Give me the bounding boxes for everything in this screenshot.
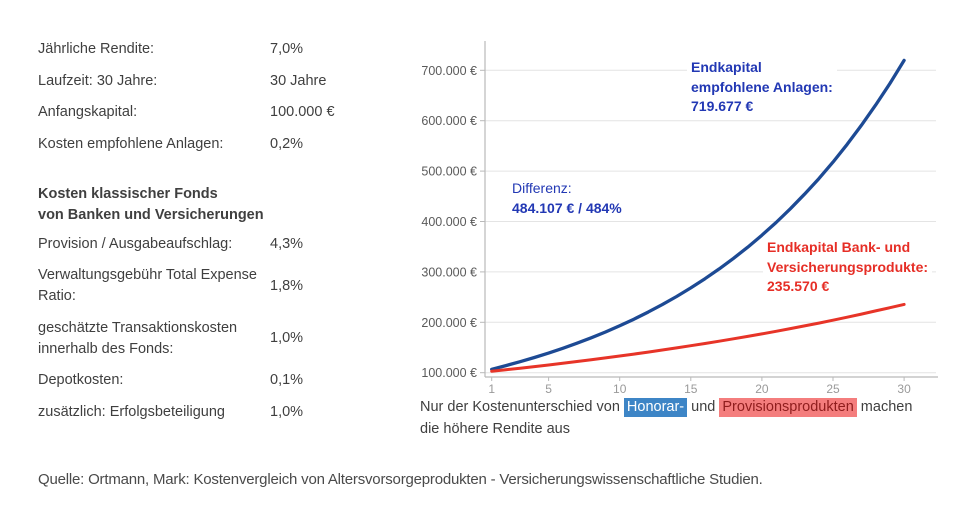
annotation-value: 719.677 € (691, 98, 754, 114)
svg-text:200.000 €: 200.000 € (421, 316, 477, 330)
annotation-value: 235.570 € (767, 278, 830, 294)
provision-highlight: Provisionsprodukten (719, 398, 857, 417)
compound-interest-line-chart: 100.000 € 200.000 € 300.000 € 400.000 € 500.… (421, 41, 938, 396)
param-value: 100.000 € (270, 104, 335, 120)
cost-section-title: Kosten klassischer Fonds von Banken und … (38, 184, 390, 226)
cost-section-title-line1: Kosten klassischer Fonds (38, 185, 218, 202)
parameters-panel: Jährliche Rendite: 7,0% Laufzeit: 30 Jah… (38, 39, 390, 433)
param-row: Kosten empfohlene Anlagen: 0,2% (38, 134, 390, 155)
param-value: 30 Jahre (270, 72, 327, 89)
svg-text:30: 30 (897, 382, 911, 396)
caption-prefix: Nur der Kostenunterschied von (420, 399, 624, 415)
cost-label: Provision / Ausgabeaufschlag: (38, 235, 233, 252)
svg-text:25: 25 (826, 382, 840, 396)
cost-row: Provision / Ausgabeaufschlag: 4,3% (38, 234, 390, 255)
cost-value: 0,1% (270, 372, 304, 388)
honorar-highlight: Honorar- (623, 398, 688, 417)
svg-text:100.000 €: 100.000 € (421, 366, 477, 380)
source-line: Quelle: Ortmann, Mark: Kostenvergleich v… (38, 471, 763, 488)
cost-row: geschätzte Transaktionskosten innerhalb … (38, 318, 390, 360)
cost-value: 1,0% (270, 403, 304, 420)
chart-caption: Nur der Kostenunterschied von Honorar- u… (420, 396, 955, 440)
cost-label: Verwaltungsgebühr Total Expense Ratio: (38, 267, 257, 304)
svg-text:500.000 €: 500.000 € (421, 165, 477, 179)
cost-label: Depotkosten: (38, 372, 124, 388)
annotation-line: Endkapital Bank- und (767, 239, 911, 255)
cost-row: Verwaltungsgebühr Total Expense Ratio: 1… (38, 265, 390, 307)
param-label: Anfangskapital: (38, 104, 138, 120)
axes (480, 41, 938, 381)
svg-text:300.000 €: 300.000 € (421, 265, 477, 279)
svg-text:15: 15 (684, 382, 698, 396)
caption-line2: die höhere Rendite aus (420, 421, 570, 437)
svg-text:700.000 €: 700.000 € (421, 64, 477, 78)
cost-section-title-line2: von Banken und Versicherungen (38, 206, 264, 223)
cost-value: 1,0% (270, 330, 304, 346)
cost-value: 1,8% (270, 277, 304, 294)
caption-suffix: machen (856, 399, 913, 415)
annotation-line: Endkapital (691, 59, 762, 75)
annotation-difference: Differenz: 484.107 € / 484% (508, 179, 626, 219)
annotation-endkapital-recommended: Endkapital empfohlene Anlagen: 719.677 € (687, 58, 837, 118)
recommended-investments-curve (490, 58, 906, 371)
param-row: Anfangskapital: 100.000 € (38, 102, 390, 123)
svg-text:10: 10 (613, 382, 627, 396)
tick-labels: 100.000 € 200.000 € 300.000 € 400.000 € 500.… (421, 64, 911, 396)
cost-label: zusätzlich: Erfolgsbeteiligung (38, 403, 225, 420)
cost-row: Depotkosten: 0,1% (38, 370, 390, 391)
caption-line1: Nur der Kostenunterschied von Honorar- u… (420, 396, 955, 418)
param-row: Laufzeit: 30 Jahre: 30 Jahre (38, 71, 390, 92)
annotation-line: Differenz: (512, 180, 572, 196)
caption-mid: und (687, 399, 720, 415)
param-value: 0,2% (270, 135, 304, 152)
svg-text:1: 1 (488, 382, 495, 396)
param-label: Jährliche Rendite: (38, 41, 155, 57)
svg-text:5: 5 (545, 382, 552, 396)
svg-text:20: 20 (755, 382, 769, 396)
annotation-line: Versicherungsprodukte: (767, 258, 929, 275)
param-label: Kosten empfohlene Anlagen: (38, 135, 224, 152)
bank-insurance-products-curve (490, 302, 906, 373)
cost-row: zusätzlich: Erfolgsbeteiligung 1,0% (38, 402, 390, 423)
cost-value: 4,3% (270, 235, 304, 252)
cost-label: geschätzte Transaktionskosten innerhalb … (38, 319, 238, 357)
chart-panel: 100.000 € 200.000 € 300.000 € 400.000 € 500.… (420, 28, 959, 488)
annotation-endkapital-bank: Endkapital Bank- und Versicherungsproduk… (763, 238, 933, 298)
param-value: 7,0% (270, 41, 304, 57)
svg-text:600.000 €: 600.000 € (421, 114, 477, 128)
gridlines (485, 69, 936, 374)
svg-text:400.000 €: 400.000 € (421, 215, 477, 229)
annotation-line: empfohlene Anlagen: (691, 78, 833, 95)
annotation-value: 484.107 € / 484% (512, 199, 622, 216)
param-row: Jährliche Rendite: 7,0% (38, 39, 390, 60)
param-label: Laufzeit: 30 Jahre: (38, 72, 158, 89)
